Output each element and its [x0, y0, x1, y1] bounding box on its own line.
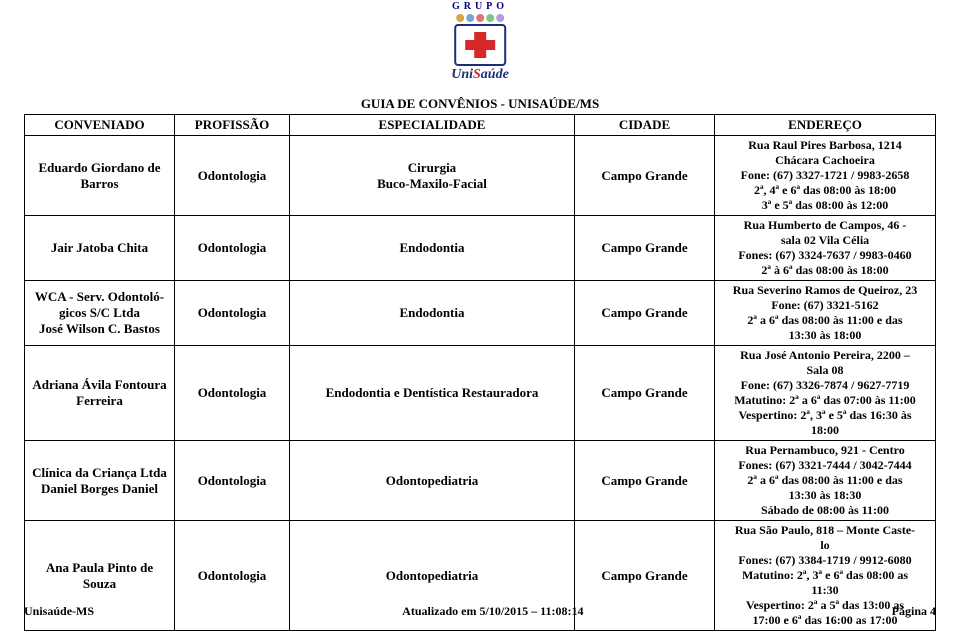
- cell-endereco: Rua Humberto de Campos, 46 -sala 02 Vila…: [715, 216, 936, 281]
- footer-right: Página 4: [892, 604, 936, 619]
- col-header-profissao: PROFISSÃO: [175, 115, 290, 136]
- cell-cidade: Campo Grande: [575, 136, 715, 216]
- logo-top-letters: GRUPO: [451, 2, 509, 12]
- cell-cidade: Campo Grande: [575, 281, 715, 346]
- table-row: Adriana Ávila FontouraFerreira Odontolog…: [25, 346, 936, 441]
- col-header-conveniado: CONVENIADO: [25, 115, 175, 136]
- cell-profissao: Odontologia: [175, 216, 290, 281]
- page-title: GUIA DE CONVÊNIOS - UNISAÚDE/MS: [24, 96, 936, 112]
- table-row: Eduardo Giordano deBarros Odontologia Ci…: [25, 136, 936, 216]
- medical-cross-icon: [454, 24, 506, 66]
- person-icon: [496, 14, 504, 22]
- cell-especialidade: Endodontia e Dentística Restauradora: [290, 346, 575, 441]
- person-icon: [466, 14, 474, 22]
- cell-conveniado: Eduardo Giordano deBarros: [25, 136, 175, 216]
- footer-left: Unisaúde-MS: [24, 604, 94, 619]
- cell-profissao: Odontologia: [175, 346, 290, 441]
- cell-endereco: Rua Severino Ramos de Queiroz, 23Fone: (…: [715, 281, 936, 346]
- col-header-endereco: ENDEREÇO: [715, 115, 936, 136]
- cell-cidade: Campo Grande: [575, 216, 715, 281]
- cell-profissao: Odontologia: [175, 441, 290, 521]
- col-header-especialidade: ESPECIALIDADE: [290, 115, 575, 136]
- cell-endereco: Rua José Antonio Pereira, 2200 –Sala 08F…: [715, 346, 936, 441]
- cell-profissao: Odontologia: [175, 281, 290, 346]
- logo-people-icons: [451, 14, 509, 22]
- logo-wordmark-prefix: Uni: [451, 67, 473, 82]
- cell-conveniado: WCA - Serv. Odontoló-gicos S/C LtdaJosé …: [25, 281, 175, 346]
- person-icon: [486, 14, 494, 22]
- cell-especialidade: Endodontia: [290, 216, 575, 281]
- table-row: WCA - Serv. Odontoló-gicos S/C LtdaJosé …: [25, 281, 936, 346]
- logo-wordmark-rest: aúde: [481, 67, 509, 82]
- cell-conveniado: Adriana Ávila FontouraFerreira: [25, 346, 175, 441]
- cell-endereco: Rua Raul Pires Barbosa, 1214Chácara Cach…: [715, 136, 936, 216]
- cell-endereco: Rua Pernambuco, 921 - CentroFones: (67) …: [715, 441, 936, 521]
- cell-conveniado: Clínica da Criança LtdaDaniel Borges Dan…: [25, 441, 175, 521]
- logo-wordmark-red: S: [473, 67, 481, 82]
- cell-especialidade: CirurgiaBuco-Maxilo-Facial: [290, 136, 575, 216]
- cell-profissao: Odontologia: [175, 136, 290, 216]
- table-head: CONVENIADO PROFISSÃO ESPECIALIDADE CIDAD…: [25, 115, 936, 136]
- cell-especialidade: Endodontia: [290, 281, 575, 346]
- page: GRUPO UniSaúde GUIA DE CONVÊNIOS - UNISA…: [0, 0, 960, 631]
- col-header-cidade: CIDADE: [575, 115, 715, 136]
- table-row: Clínica da Criança LtdaDaniel Borges Dan…: [25, 441, 936, 521]
- footer-center: Atualizado em 5/10/2015 – 11:08:14: [402, 604, 583, 619]
- person-icon: [476, 14, 484, 22]
- table-body: Eduardo Giordano deBarros Odontologia Ci…: [25, 136, 936, 631]
- logo-wordmark: UniSaúde: [451, 68, 509, 82]
- logo-cross-wrap: [451, 24, 509, 66]
- page-footer: Unisaúde-MS Atualizado em 5/10/2015 – 11…: [24, 604, 936, 619]
- person-icon: [456, 14, 464, 22]
- table-header-row: CONVENIADO PROFISSÃO ESPECIALIDADE CIDAD…: [25, 115, 936, 136]
- providers-table: CONVENIADO PROFISSÃO ESPECIALIDADE CIDAD…: [24, 114, 936, 631]
- cell-cidade: Campo Grande: [575, 346, 715, 441]
- cell-conveniado: Jair Jatoba Chita: [25, 216, 175, 281]
- cell-cidade: Campo Grande: [575, 441, 715, 521]
- table-row: Jair Jatoba Chita Odontologia Endodontia…: [25, 216, 936, 281]
- brand-logo: GRUPO UniSaúde: [451, 2, 509, 82]
- cell-especialidade: Odontopediatria: [290, 441, 575, 521]
